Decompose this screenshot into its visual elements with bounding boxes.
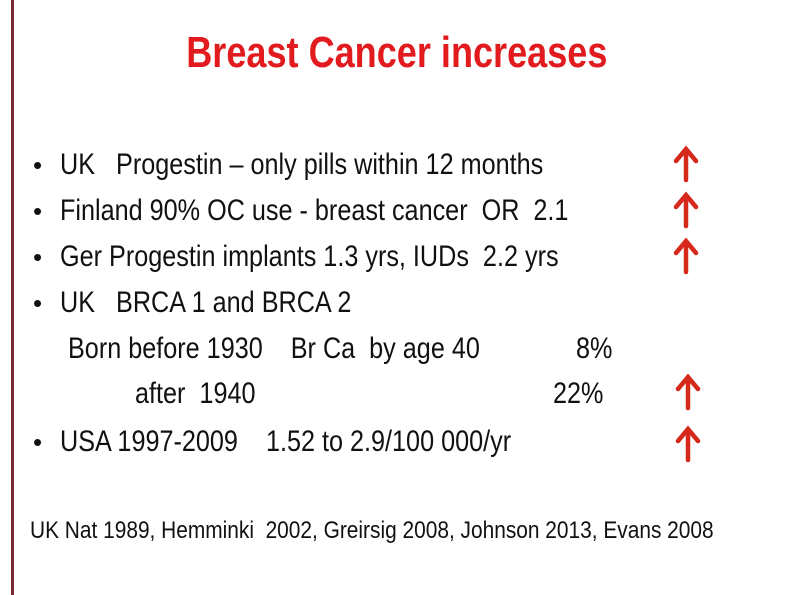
bullet-line-uk-progestin: • UK Progestin – only pills within 12 mo… bbox=[0, 148, 794, 184]
bullet-icon: • bbox=[33, 242, 43, 272]
bullet-icon: • bbox=[33, 150, 43, 180]
up-arrow-icon bbox=[674, 373, 702, 411]
up-arrow-icon bbox=[672, 191, 700, 229]
left-accent-bar bbox=[11, 0, 14, 595]
sub-line-after-1940: after 1940 22% bbox=[0, 377, 794, 413]
bullet-line-usa: • USA 1997-2009 1.52 to 2.9/100 000/yr bbox=[0, 425, 794, 461]
bullet-line-uk-brca: • UK BRCA 1 and BRCA 2 bbox=[0, 286, 794, 322]
up-arrow-icon bbox=[672, 145, 700, 183]
bullet-text: UK BRCA 1 and BRCA 2 bbox=[60, 286, 352, 319]
bullet-line-germany: • Ger Progestin implants 1.3 yrs, IUDs 2… bbox=[0, 240, 794, 276]
up-arrow-icon bbox=[674, 425, 702, 463]
sub-line-text: Born before 1930 Br Ca by age 40 bbox=[68, 332, 480, 365]
sub-line-text: after 1940 bbox=[135, 377, 256, 410]
bullet-text: Ger Progestin implants 1.3 yrs, IUDs 2.2… bbox=[60, 240, 559, 273]
percent-value: 22% bbox=[553, 377, 604, 410]
bullet-icon: • bbox=[33, 288, 43, 318]
up-arrow-icon bbox=[672, 237, 700, 275]
bullet-text: Finland 90% OC use - breast cancer OR 2.… bbox=[60, 194, 569, 227]
sub-line-born-before-1930: Born before 1930 Br Ca by age 40 8% bbox=[0, 332, 794, 368]
title-row: Breast Cancer increases bbox=[0, 28, 794, 78]
bullet-icon: • bbox=[33, 196, 43, 226]
bullet-text: USA 1997-2009 1.52 to 2.9/100 000/yr bbox=[60, 425, 512, 458]
percent-value: 8% bbox=[576, 332, 613, 365]
bullet-line-finland: • Finland 90% OC use - breast cancer OR … bbox=[0, 194, 794, 230]
bullet-text: UK Progestin – only pills within 12 mont… bbox=[60, 148, 544, 181]
bullet-icon: • bbox=[33, 427, 43, 457]
references-footer: UK Nat 1989, Hemminki 2002, Greirsig 200… bbox=[30, 517, 714, 544]
slide-title: Breast Cancer increases bbox=[186, 28, 608, 77]
